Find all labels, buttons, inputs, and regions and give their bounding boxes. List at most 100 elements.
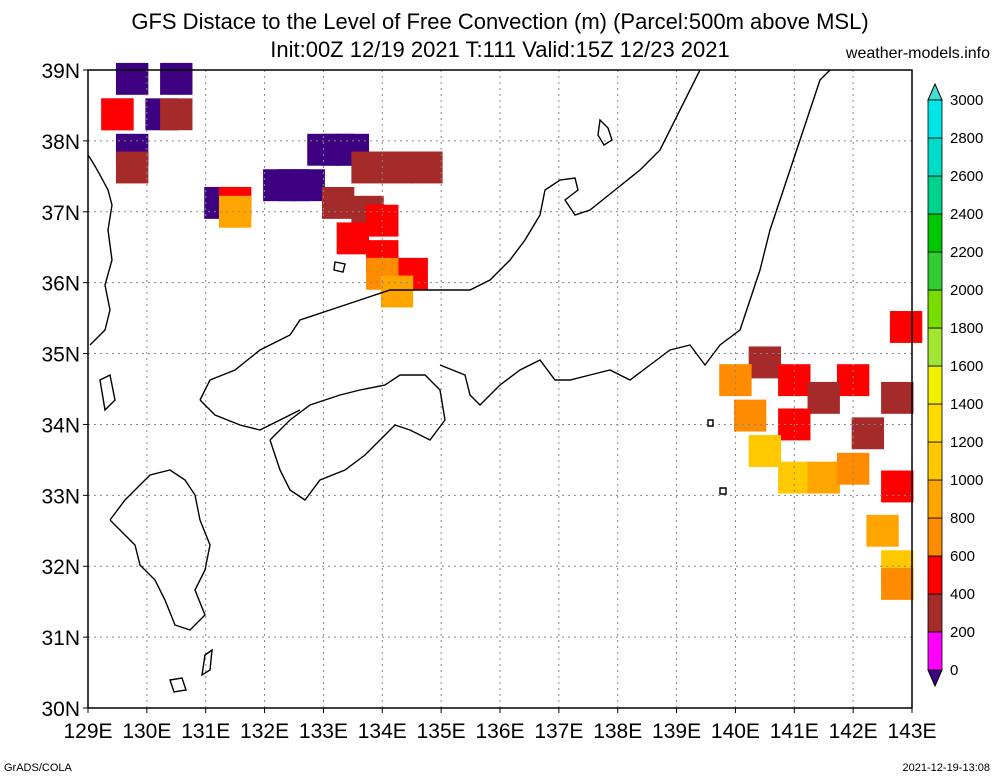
colorbar-swatch xyxy=(927,137,943,177)
data-cell xyxy=(807,381,840,414)
chugoku-south-coast xyxy=(199,399,301,431)
data-cell xyxy=(410,151,443,184)
colorbar-label: 200 xyxy=(950,624,975,641)
colorbar-label: 0 xyxy=(950,662,958,679)
colorbar-label: 2000 xyxy=(950,282,983,299)
sado-island xyxy=(597,118,613,146)
footer-left: GrADS/COLA xyxy=(4,762,72,774)
colorbar-swatch xyxy=(927,365,943,405)
kyushu-coast xyxy=(109,469,211,631)
data-cell xyxy=(115,151,149,184)
x-tick-label: 135E xyxy=(417,720,466,743)
colorbar-label: 1000 xyxy=(950,472,983,489)
colorbar-top-arrow xyxy=(927,82,943,101)
colorbar-swatch xyxy=(927,631,943,671)
data-cell xyxy=(160,98,193,131)
yakushima xyxy=(169,677,187,693)
colorbar-label: 2400 xyxy=(950,206,983,223)
data-cell xyxy=(101,98,134,131)
map-title: GFS Distace to the Level of Free Convect… xyxy=(131,9,869,34)
x-tick-label: 133E xyxy=(299,720,348,743)
x-tick-label: 136E xyxy=(475,720,524,743)
data-cell xyxy=(218,195,252,228)
colorbar-label: 1600 xyxy=(950,358,983,375)
data-cell xyxy=(881,381,914,414)
colorbar-swatch xyxy=(927,99,943,139)
oki-islands xyxy=(333,261,346,273)
y-tick-label: 32N xyxy=(41,556,80,579)
colorbar-swatch xyxy=(927,251,943,291)
colorbar-label: 3000 xyxy=(950,92,983,109)
colorbar-swatch xyxy=(927,555,943,595)
colorbar-label: 2200 xyxy=(950,244,983,261)
korea-coast xyxy=(87,154,113,346)
colorbar-swatch xyxy=(927,175,943,215)
x-tick-label: 140E xyxy=(711,720,760,743)
colorbar-swatch xyxy=(927,517,943,557)
izu-island-2 xyxy=(719,487,727,495)
data-cell xyxy=(866,514,899,547)
y-tick-label: 34N xyxy=(41,414,80,437)
honshu-pacific-coast xyxy=(439,69,831,406)
data-cell xyxy=(836,364,870,397)
data-cell xyxy=(807,461,840,494)
data-cell xyxy=(292,169,325,202)
x-tick-label: 132E xyxy=(240,720,289,743)
x-tick-label: 139E xyxy=(652,720,701,743)
axis-ticks: 129E 130E 131E 132E 133E 134E 135E 136E 137E 138E… xyxy=(41,60,936,743)
data-cell xyxy=(748,346,782,379)
y-tick-label: 30N xyxy=(41,698,80,721)
data-cell xyxy=(380,151,414,184)
x-tick-label: 130E xyxy=(122,720,171,743)
x-tick-label: 143E xyxy=(887,720,936,743)
tsushima xyxy=(99,373,116,412)
colorbar-swatch xyxy=(927,213,943,253)
x-tick-label: 141E xyxy=(770,720,819,743)
data-cell xyxy=(851,417,885,450)
site-credit: weather-models.info xyxy=(845,45,990,62)
data-cell xyxy=(748,435,782,467)
data-cell xyxy=(160,62,193,95)
x-tick-label: 142E xyxy=(829,720,878,743)
colorbar-label: 1800 xyxy=(950,320,983,337)
x-tick-label: 134E xyxy=(358,720,407,743)
data-cell xyxy=(351,151,384,184)
coastlines xyxy=(87,69,831,693)
y-tick-label: 38N xyxy=(41,131,80,154)
colorbar-swatch xyxy=(927,479,943,519)
izu-island-1 xyxy=(707,419,714,427)
colorbar-swatch xyxy=(927,441,943,481)
shikoku-coast xyxy=(269,374,446,501)
y-tick-label: 31N xyxy=(41,627,80,650)
colorbar-label: 2800 xyxy=(950,130,983,147)
colorbar-swatch xyxy=(927,593,943,633)
colorbar-label: 1400 xyxy=(950,396,983,413)
y-tick-label: 35N xyxy=(41,344,80,367)
colorbar-swatch xyxy=(927,403,943,443)
colorbar-label: 1200 xyxy=(950,434,983,451)
colorbar-label: 400 xyxy=(950,586,975,603)
data-field xyxy=(101,62,923,600)
y-tick-label: 33N xyxy=(41,485,80,508)
data-cell xyxy=(889,311,923,343)
colorbar-label: 600 xyxy=(950,548,975,565)
x-tick-label: 131E xyxy=(181,720,230,743)
colorbar-label: 800 xyxy=(950,510,975,527)
data-cell xyxy=(115,62,149,95)
data-cell xyxy=(881,470,914,503)
colorbar-swatch xyxy=(927,327,943,367)
y-tick-label: 36N xyxy=(41,273,80,296)
data-cell xyxy=(733,399,767,432)
colorbar-bottom-arrow xyxy=(927,669,943,688)
colorbar-label: 2600 xyxy=(950,168,983,185)
data-cell xyxy=(321,186,355,219)
colorbar-swatch xyxy=(927,289,943,329)
tanegashima xyxy=(201,648,213,677)
data-cell xyxy=(719,364,752,397)
x-tick-label: 137E xyxy=(534,720,583,743)
y-tick-label: 37N xyxy=(41,202,80,225)
honshu-north-coast xyxy=(440,69,701,291)
footer-timestamp: 2021-12-19-13:08 xyxy=(902,762,990,774)
data-cell xyxy=(336,222,370,255)
